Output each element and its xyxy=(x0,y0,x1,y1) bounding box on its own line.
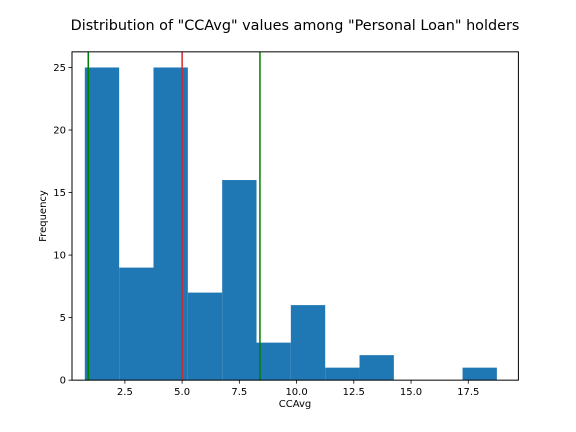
y-tick-label-5: 25 xyxy=(53,63,66,74)
chart-title: Distribution of "CCAvg" values among "Pe… xyxy=(71,18,520,34)
reference-lines xyxy=(87,51,261,381)
y-tick-label-0: 0 xyxy=(60,376,66,387)
histogram-bar-3 xyxy=(187,292,223,381)
histogram-bar-7 xyxy=(325,367,360,381)
x-tick-label-0: 2.5 xyxy=(117,387,133,398)
histogram-bar-1 xyxy=(119,267,154,381)
x-tick-label-2: 7.5 xyxy=(231,387,247,398)
histogram-bar-8 xyxy=(359,355,394,381)
histogram-bar-4 xyxy=(222,180,257,381)
y-tick-label-1: 5 xyxy=(60,313,66,324)
x-axis-ticks: 2.5 5.0 7.5 10.0 12.5 15.0 17.5 xyxy=(117,380,479,398)
x-axis-label: CCAvg xyxy=(279,399,312,410)
axes-frame xyxy=(71,51,519,381)
x-tick-label-1: 5.0 xyxy=(174,387,190,398)
x-tick-label-3: 10.0 xyxy=(285,387,307,398)
x-tick-label-5: 15.0 xyxy=(400,387,422,398)
x-tick-label-6: 17.5 xyxy=(457,387,479,398)
y-tick-label-2: 10 xyxy=(53,251,66,262)
y-axis-ticks: 0 5 10 15 20 25 xyxy=(53,63,72,387)
histogram-bar-0 xyxy=(84,67,120,381)
histogram-bar-11 xyxy=(462,367,497,381)
x-tick-label-4: 12.5 xyxy=(343,387,365,398)
y-axis-label: Frequency xyxy=(38,190,49,242)
y-tick-label-4: 20 xyxy=(53,126,66,137)
y-tick-label-3: 15 xyxy=(53,188,66,199)
histogram-bar-6 xyxy=(290,305,326,381)
histogram-bar-5 xyxy=(256,342,291,381)
